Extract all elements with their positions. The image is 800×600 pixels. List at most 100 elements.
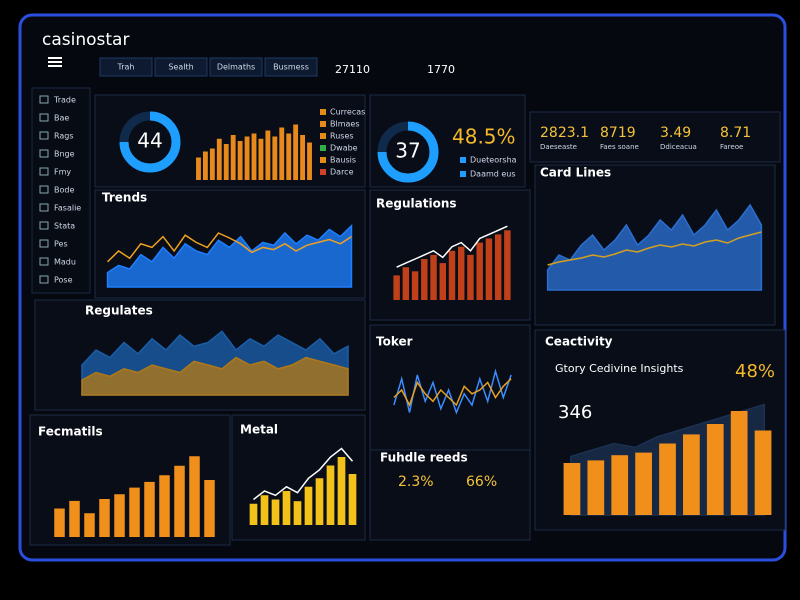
kpi: 66% bbox=[466, 474, 497, 490]
bar bbox=[337, 457, 346, 525]
menu-icon[interactable] bbox=[48, 57, 62, 67]
tab[interactable] bbox=[154, 57, 208, 77]
sidebar-item[interactable]: Fmy bbox=[54, 168, 71, 177]
bar bbox=[244, 136, 250, 180]
bar bbox=[279, 127, 285, 180]
bar bbox=[69, 500, 80, 537]
sidebar-icon[interactable] bbox=[39, 113, 49, 122]
bar bbox=[202, 151, 208, 180]
kpi: 48.5% bbox=[452, 125, 516, 149]
legend-swatch bbox=[320, 121, 326, 127]
bar bbox=[258, 138, 264, 180]
panel-title: Regulations bbox=[376, 197, 457, 211]
bar bbox=[476, 242, 483, 300]
line bbox=[393, 378, 512, 407]
bar bbox=[467, 254, 474, 300]
sidebar-item[interactable]: Fasalie bbox=[54, 204, 81, 213]
panel-title: Ceactivity bbox=[545, 335, 613, 349]
gauge-arc bbox=[119, 111, 181, 173]
bar bbox=[286, 133, 292, 180]
sidebar-item[interactable]: Madu bbox=[54, 258, 76, 267]
bar bbox=[129, 487, 140, 537]
panel bbox=[529, 111, 781, 163]
kpi: 48% bbox=[735, 361, 775, 382]
legend-label: Bausis bbox=[330, 156, 356, 165]
sidebar-icon[interactable] bbox=[39, 95, 49, 104]
line bbox=[547, 231, 762, 266]
sidebar-icon[interactable] bbox=[39, 257, 49, 266]
bar bbox=[114, 494, 125, 537]
sidebar-item[interactable]: Pes bbox=[54, 240, 68, 249]
kpi: 8.71 bbox=[720, 125, 751, 141]
tab-label[interactable]: Trah bbox=[117, 63, 135, 72]
tab-label[interactable]: Sealth bbox=[168, 63, 193, 72]
header-value: 27110 bbox=[335, 63, 370, 76]
sidebar-icon[interactable] bbox=[39, 203, 49, 212]
bar bbox=[251, 133, 257, 180]
tab[interactable] bbox=[209, 57, 263, 77]
bar bbox=[282, 491, 291, 525]
bar bbox=[421, 259, 428, 300]
gauge-value: 37 bbox=[395, 139, 420, 163]
legend-swatch bbox=[460, 157, 466, 163]
kpi: 3.49 bbox=[660, 125, 691, 141]
panel bbox=[369, 449, 531, 541]
bar bbox=[144, 481, 155, 537]
panel-title: Toker bbox=[376, 335, 413, 349]
line bbox=[106, 232, 352, 263]
tab-label[interactable]: Delmaths bbox=[217, 63, 255, 72]
line bbox=[396, 225, 508, 268]
bar bbox=[265, 130, 271, 180]
gauge-value: 44 bbox=[137, 129, 162, 153]
gauge-arc bbox=[377, 121, 439, 183]
bar bbox=[174, 465, 185, 537]
bar bbox=[504, 230, 511, 300]
tab[interactable] bbox=[264, 57, 318, 77]
legend-swatch bbox=[320, 145, 326, 151]
kpi-label: Daeseaste bbox=[540, 143, 577, 151]
sidebar-icon[interactable] bbox=[39, 167, 49, 176]
bar bbox=[485, 238, 493, 300]
bar bbox=[230, 135, 236, 180]
sidebar-item[interactable]: Bnge bbox=[54, 150, 75, 159]
sidebar-item[interactable]: Trade bbox=[53, 96, 76, 105]
legend-swatch bbox=[460, 171, 466, 177]
bar bbox=[348, 474, 357, 525]
bar bbox=[315, 478, 324, 525]
legend-label: Currecas bbox=[330, 108, 365, 117]
sidebar-icon[interactable] bbox=[39, 221, 49, 230]
bar bbox=[189, 456, 200, 537]
sidebar-icon[interactable] bbox=[39, 239, 49, 248]
header-value: 1770 bbox=[427, 63, 455, 76]
sidebar-icon[interactable] bbox=[39, 275, 49, 284]
sidebar-icon[interactable] bbox=[39, 185, 49, 194]
legend-label: Dueteorsha bbox=[470, 156, 517, 165]
bar bbox=[209, 148, 215, 180]
bar bbox=[223, 144, 229, 180]
panel-title: Trends bbox=[102, 191, 147, 205]
sidebar-item[interactable]: Bode bbox=[54, 186, 74, 195]
bar bbox=[237, 141, 243, 180]
bar bbox=[260, 495, 269, 525]
tab[interactable] bbox=[99, 57, 153, 77]
legend-label: Dwabe bbox=[330, 144, 358, 153]
area bbox=[106, 224, 353, 288]
bar bbox=[683, 434, 700, 515]
sidebar-icon[interactable] bbox=[39, 149, 49, 158]
bar bbox=[307, 142, 312, 180]
bar bbox=[249, 503, 258, 525]
sidebar-icon[interactable] bbox=[39, 131, 49, 140]
sidebar-item[interactable]: Pose bbox=[54, 276, 73, 285]
tab-label[interactable]: Busmess bbox=[273, 63, 309, 72]
bar bbox=[196, 157, 201, 180]
sidebar-item[interactable]: Rags bbox=[54, 132, 74, 141]
sidebar-item[interactable]: Stata bbox=[54, 222, 75, 231]
legend-swatch bbox=[320, 109, 326, 115]
bar bbox=[448, 250, 456, 300]
panel-title: Fecmatils bbox=[38, 425, 103, 439]
sidebar-item[interactable]: Bae bbox=[54, 114, 69, 123]
bar bbox=[393, 275, 400, 300]
bar bbox=[411, 271, 419, 300]
kpi-label: Ddiceacua bbox=[660, 143, 697, 151]
